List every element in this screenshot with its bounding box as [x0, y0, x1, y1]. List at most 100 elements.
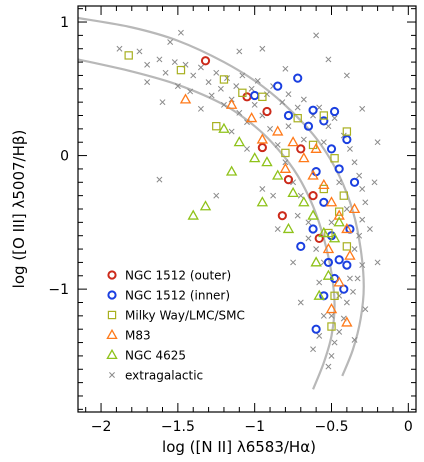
point-extragalactic-89 [336, 179, 343, 186]
point-ngc-1512-inner-12 [319, 197, 329, 207]
point-ngc-1512-inner-4 [319, 116, 329, 126]
point-ngc-1512-outer-4 [308, 191, 318, 201]
point-milky-way-lmc-smc-5 [293, 113, 302, 123]
point-extragalactic-30 [356, 172, 363, 179]
point-extragalactic-22 [300, 96, 307, 103]
point-ngc-1512-outer-8 [277, 211, 287, 221]
point-extragalactic-53 [267, 125, 273, 132]
point-extragalactic-101 [228, 128, 235, 135]
point-extragalactic-45 [320, 312, 327, 319]
point-extragalactic-83 [290, 259, 297, 266]
point-ngc-4625-4 [272, 169, 284, 180]
point-extragalactic-94 [346, 275, 353, 282]
point-milky-way-lmc-smc-6 [319, 111, 329, 120]
point-m83-15 [325, 303, 338, 314]
point-extragalactic-3 [156, 56, 163, 63]
y-tick-label: −1 [48, 282, 69, 298]
point-ngc-1512-inner-6 [342, 134, 352, 145]
y-tick-label: 1 [60, 15, 69, 31]
point-extragalactic-64 [159, 99, 166, 106]
point-extragalactic-70 [282, 65, 289, 72]
point-milky-way-lmc-smc-13 [342, 242, 352, 251]
point-extragalactic-21 [294, 104, 301, 111]
point-extragalactic-76 [371, 179, 378, 186]
point-ngc-4625-9 [328, 232, 341, 243]
point-extragalactic-7 [190, 72, 197, 79]
point-extragalactic-4 [162, 69, 169, 76]
point-milky-way-lmc-smc-16 [212, 121, 221, 131]
point-ngc-1512-inner-1 [273, 81, 283, 91]
tick-labels: −2 −1.5 −1 −0.5 0 −1 0 1 [48, 15, 412, 435]
point-extragalactic-87 [156, 176, 163, 183]
point-m83-8 [318, 178, 330, 190]
point-ngc-4625-6 [298, 196, 310, 207]
point-m83-2 [245, 112, 258, 123]
point-extragalactic-46 [316, 279, 323, 286]
point-ngc-4625-8 [318, 226, 330, 238]
point-ngc-4625-16 [282, 222, 295, 234]
point-m83-9 [325, 196, 338, 207]
point-milky-way-lmc-smc-11 [334, 207, 344, 216]
point-ngc-4625-2 [248, 152, 261, 163]
point-m83-7 [307, 169, 319, 180]
point-m83-16 [341, 316, 353, 327]
point-milky-way-lmc-smc-14 [330, 291, 339, 301]
point-milky-way-lmc-smc-4 [258, 92, 267, 102]
point-ngc-1512-inner-7 [303, 121, 314, 131]
point-extragalactic-2 [144, 61, 151, 68]
point-extragalactic-39 [343, 299, 350, 306]
point-extragalactic-0 [116, 45, 123, 52]
legend-label-ngc-1512-inner: NGC 1512 (inner) [125, 289, 230, 303]
point-m83-13 [344, 249, 356, 260]
point-m83-5 [287, 136, 299, 147]
point-ngc-1512-outer-3 [283, 175, 294, 185]
point-extragalactic-1 [136, 48, 143, 55]
point-ngc-1512-inner-2 [293, 73, 303, 83]
point-extragalactic-57 [236, 109, 243, 116]
point-extragalactic-8 [197, 64, 204, 71]
point-m83-3 [256, 133, 269, 144]
legend-label-extragalactic: extragalactic [125, 369, 203, 383]
point-extragalactic-75 [374, 139, 381, 146]
legend-label-m83: M83 [125, 329, 151, 343]
y-tick-label: 0 [60, 149, 69, 165]
point-ngc-4625-14 [199, 200, 212, 211]
point-ngc-4625-0 [218, 122, 230, 133]
point-milky-way-lmc-smc-9 [330, 154, 339, 163]
point-extragalactic-100 [244, 145, 250, 152]
point-extragalactic-5 [171, 59, 178, 66]
point-extragalactic-102 [328, 312, 335, 319]
point-ngc-4625-18 [225, 165, 238, 176]
point-extragalactic-72 [325, 56, 332, 63]
point-extragalactic-82 [297, 299, 304, 306]
legend-marker-m83 [106, 328, 118, 340]
legend-marker-ngc-4625 [106, 348, 118, 360]
point-extragalactic-97 [270, 192, 277, 199]
point-ngc-1512-outer-2 [262, 106, 272, 117]
point-ngc-1512-inner-23 [296, 241, 306, 251]
point-extragalactic-10 [213, 69, 220, 76]
point-extragalactic-90 [343, 206, 350, 212]
point-extragalactic-28 [346, 145, 353, 152]
point-ngc-4625-15 [256, 196, 269, 207]
point-extragalactic-11 [217, 85, 224, 92]
point-extragalactic-47 [313, 246, 320, 253]
point-milky-way-lmc-smc-1 [176, 65, 186, 75]
point-ngc-4625-10 [310, 256, 322, 267]
point-extragalactic-16 [254, 77, 261, 84]
point-m83-11 [341, 222, 353, 234]
point-extragalactic-60 [208, 92, 215, 99]
point-ngc-1512-inner-5 [329, 106, 340, 117]
point-extragalactic-91 [328, 219, 335, 226]
curve-1 [77, 58, 336, 390]
point-milky-way-lmc-smc-18 [339, 191, 348, 200]
point-ngc-4625-5 [287, 186, 299, 198]
point-extragalactic-74 [359, 105, 366, 112]
point-ngc-1512-inner-24 [349, 177, 360, 187]
point-ngc-1512-outer-5 [257, 142, 267, 153]
point-ngc-1512-inner-19 [339, 284, 349, 294]
point-extragalactic-65 [144, 79, 151, 86]
point-ngc-1512-outer-7 [314, 233, 324, 243]
point-extragalactic-103 [316, 332, 323, 339]
